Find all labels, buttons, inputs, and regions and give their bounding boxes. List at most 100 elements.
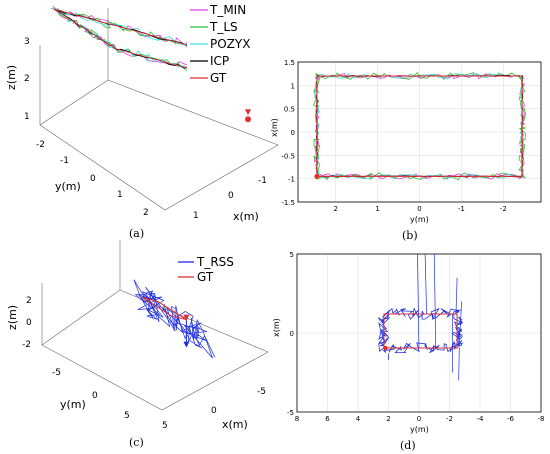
- panel-a-ylabel: y(m): [55, 180, 81, 193]
- x-tick: 5: [162, 421, 168, 431]
- x-tick-label: -2: [446, 415, 453, 423]
- panel-b-series: [312, 71, 526, 181]
- panel-b-caption: (b): [402, 229, 418, 242]
- panel-a-y-ticks: -2 -1 0 1 2: [36, 140, 149, 218]
- legend-label: ICP: [210, 54, 229, 68]
- panel-c-z-ticks: 2 0 -2: [22, 296, 32, 350]
- legend-label: T_LS: [209, 20, 238, 34]
- y-tick: -1: [60, 156, 69, 166]
- panel-c-caption: (c): [129, 436, 144, 449]
- panel-a-xlabel: x(m): [233, 210, 259, 223]
- x-tick-label: -4: [477, 415, 485, 423]
- series-line-gt: [383, 313, 458, 349]
- panel-c-xlabel: x(m): [222, 418, 248, 431]
- series-line-gt: [316, 75, 523, 177]
- x-tick-label: 4: [356, 415, 361, 423]
- x-tick-label: 6: [325, 415, 330, 423]
- series-line-t-rss: [378, 307, 464, 354]
- panel-c-axes-box: [41, 240, 269, 411]
- y-tick: 0: [90, 174, 96, 184]
- panel-c-y-ticks: -5 0 5: [52, 368, 130, 421]
- y-tick: 1: [117, 190, 123, 200]
- panel-d-ylabel: x(m): [272, 318, 281, 337]
- y-tick-label: 0: [290, 330, 294, 338]
- panel-d-xlabel: y(m): [410, 425, 429, 434]
- z-tick: 3: [24, 37, 30, 47]
- panel-a-legend: T_MIN T_LS POZYX ICP GT: [187, 3, 265, 91]
- y-tick-label: -5: [287, 409, 294, 417]
- panel-c-series: [133, 279, 216, 359]
- panel-b-xlabel: y(m): [410, 215, 429, 224]
- series-spike-t-rss: [458, 301, 463, 349]
- legend-label: GT: [210, 71, 227, 85]
- panel-a-zlabel: z(m): [5, 65, 18, 90]
- x-tick-label: -6: [507, 415, 515, 423]
- y-tick: -5: [52, 368, 61, 378]
- start-marker: [245, 116, 251, 123]
- panel-c-ylabel: y(m): [60, 398, 86, 411]
- z-tick: -2: [22, 340, 31, 350]
- y-tick-label: 1.5: [284, 59, 295, 67]
- y-tick: 5: [124, 411, 130, 421]
- legend-label: POZYX: [210, 37, 250, 51]
- x-tick-label: 8: [295, 415, 299, 423]
- series-spike-t-rss: [417, 253, 420, 349]
- x-tick: 0: [211, 406, 217, 416]
- z-tick: 2: [24, 74, 30, 84]
- panel-b-y-ticks: 1.5 1 0.5 0 -0.5 -1 -1.5: [281, 59, 295, 207]
- x-tick-label: 2: [386, 415, 390, 423]
- y-tick-label: 0: [291, 129, 295, 137]
- z-tick: 0: [26, 318, 32, 328]
- legend-label: GT: [197, 270, 214, 284]
- panel-d-x-ticks: 8 6 4 2 0 -2 -4 -6 -8: [295, 415, 545, 423]
- panel-c-x-ticks: 5 0 -5: [162, 387, 266, 431]
- panel-b-grid: [298, 61, 541, 203]
- x-tick: 0: [228, 191, 234, 201]
- y-tick-label: -1.5: [281, 199, 295, 207]
- start-marker: [314, 173, 320, 179]
- panel-c-zlabel: z(m): [6, 305, 19, 330]
- arrow-head: [183, 341, 190, 348]
- x-tick-label: 0: [417, 205, 421, 213]
- x-tick-label: 1: [375, 205, 379, 213]
- x-tick-label: 2: [333, 205, 337, 213]
- panel-b-x-ticks: 2 1 0 -1 -2: [333, 205, 506, 213]
- legend-label: T_RSS: [196, 255, 234, 269]
- panel-a-caption: (a): [129, 227, 144, 240]
- y-tick-label: 5: [290, 251, 294, 259]
- series-spike-t-rss: [458, 348, 460, 381]
- panel-a-3d-plot: T_MIN T_LS POZYX ICP GT 1 2 3 z(m) -2 -1 0 1…: [5, 3, 279, 240]
- panel-d-axes-box: [296, 253, 542, 413]
- y-tick-label: -1: [288, 176, 295, 184]
- start-marker: [383, 345, 388, 351]
- start-marker: [183, 314, 190, 321]
- x-tick-label: -8: [538, 415, 545, 423]
- x-tick-label: -2: [500, 205, 507, 213]
- x-tick: -1: [258, 176, 267, 186]
- x-tick-label: -1: [458, 205, 465, 213]
- y-tick: -2: [36, 140, 45, 150]
- panel-d-caption: (d): [400, 439, 416, 452]
- start-marker: [245, 109, 251, 116]
- panel-b-axes-box: [297, 61, 542, 203]
- x-tick: -5: [257, 387, 266, 397]
- series-line-t-rss: [133, 279, 216, 359]
- panel-d-plot: 5 0 -5 8 6 4 2 0 -2 -4 -6 -8 y(m) x(m) (d): [272, 251, 544, 452]
- series-spike-t-rss: [424, 253, 427, 315]
- y-tick-label: -0.5: [281, 152, 295, 160]
- y-tick: 0: [92, 391, 98, 401]
- x-tick: 1: [193, 211, 199, 221]
- y-tick: 2: [143, 208, 149, 218]
- panel-d-series: [378, 253, 464, 381]
- panel-b-ylabel: x(m): [270, 118, 279, 137]
- z-tick: 1: [24, 112, 30, 122]
- legend-label: T_MIN: [209, 3, 246, 17]
- panel-a-x-ticks: 1 0 -1: [193, 176, 267, 221]
- panel-d-y-ticks: 5 0 -5: [287, 251, 294, 417]
- y-tick-label: 1: [291, 82, 295, 90]
- panel-b-plot: 1.5 1 0.5 0 -0.5 -1 -1.5 2 1 0 -1 -2 y(m) x(m) (b): [270, 59, 542, 242]
- z-tick: 2: [26, 296, 32, 306]
